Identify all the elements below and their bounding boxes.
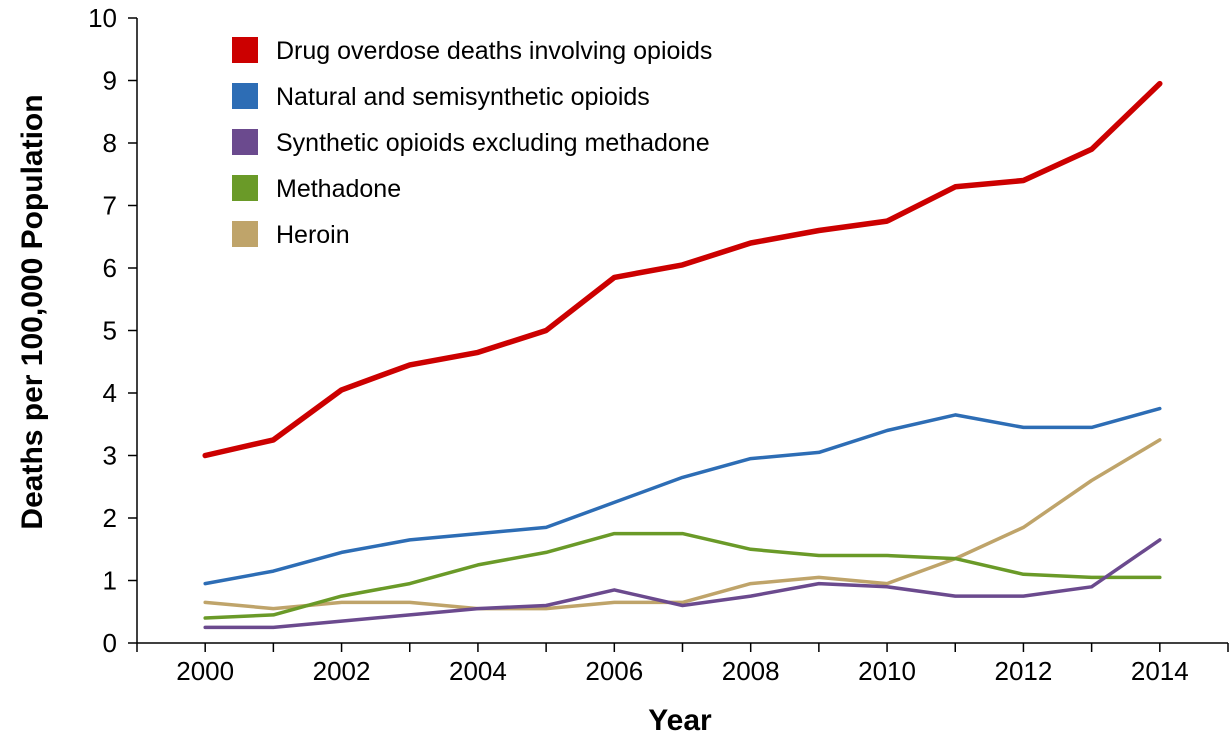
legend-label: Natural and semisynthetic opioids: [276, 83, 650, 111]
y-tick-label: 1: [103, 566, 117, 596]
y-tick-label: 8: [103, 128, 117, 158]
y-tick-label: 9: [103, 66, 117, 96]
legend-swatch: [232, 129, 258, 155]
x-tick-label: 2000: [176, 656, 234, 686]
legend-label: Drug overdose deaths involving opioids: [276, 37, 712, 65]
legend-label: Heroin: [276, 221, 350, 249]
y-axis-title: Deaths per 100,000 Population: [16, 94, 49, 529]
x-tick-label: 2010: [858, 656, 916, 686]
x-tick-label: 2012: [995, 656, 1053, 686]
legend-swatch: [232, 175, 258, 201]
axes: 0 1 2 3 4 5 6 7 8 9 10 2000 2002 2004 2006 2008 2010 2012…: [88, 3, 1229, 686]
y-tick-label: 4: [103, 378, 117, 408]
y-tick-label: 7: [103, 191, 117, 221]
legend-label: Synthetic opioids excluding methadone: [276, 129, 710, 157]
y-tick-label: 6: [103, 253, 117, 283]
x-tick-label: 2014: [1131, 656, 1189, 686]
legend-swatch: [232, 37, 258, 63]
y-tick-label: 5: [103, 316, 117, 346]
legend: Drug overdose deaths involving opioids Na…: [232, 37, 712, 249]
x-axis-title: Year: [648, 704, 712, 737]
series-line-4: [203, 531, 1162, 620]
series-line-2: [203, 406, 1162, 586]
x-tick-label: 2002: [313, 656, 371, 686]
legend-label: Methadone: [276, 175, 401, 203]
y-tick-label: 2: [103, 503, 117, 533]
x-tick-label: 2004: [449, 656, 507, 686]
legend-swatch: [232, 221, 258, 247]
y-tick-label: 0: [103, 628, 117, 658]
y-tick-label: 3: [103, 441, 117, 471]
y-tick-label: 10: [88, 3, 117, 33]
series-line-1: [202, 80, 1163, 459]
series-lines: [202, 80, 1163, 630]
series-line-5: [203, 438, 1162, 611]
series-line-3: [203, 538, 1162, 630]
x-tick-label: 2008: [722, 656, 780, 686]
legend-swatch: [232, 83, 258, 109]
x-tick-label: 2006: [585, 656, 643, 686]
